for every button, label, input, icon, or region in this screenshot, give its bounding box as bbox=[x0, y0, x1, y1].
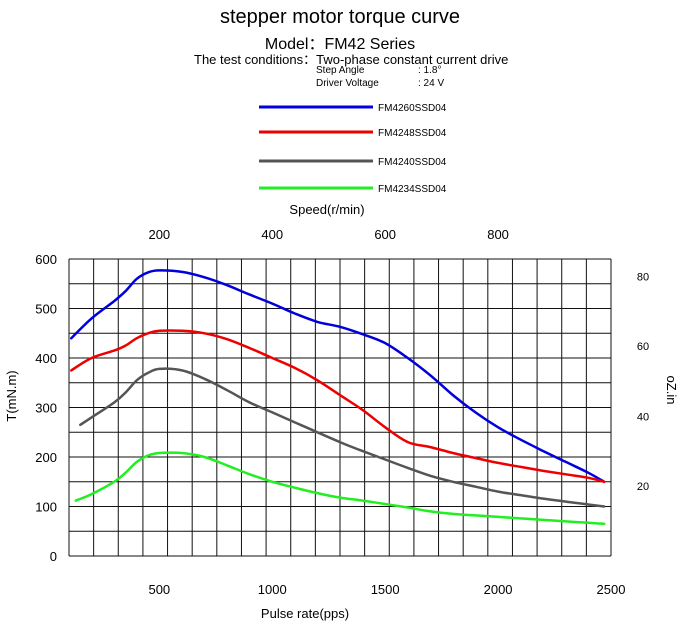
legend-label: FM4260SSD04 bbox=[378, 103, 447, 114]
y-tick-label: 400 bbox=[35, 351, 57, 366]
x-tick-label: 1000 bbox=[258, 582, 287, 597]
x-tick-label: 500 bbox=[148, 582, 170, 597]
series-line-fm4260ssd04 bbox=[70, 269, 606, 484]
y-tick-label: 200 bbox=[35, 450, 57, 465]
step-angle-value: : 1.8° bbox=[418, 65, 442, 76]
top-tick-label: 600 bbox=[374, 227, 396, 242]
x-axis-title: Pulse rate(pps) bbox=[261, 606, 349, 621]
step-angle-label: Step Angle bbox=[316, 65, 365, 76]
right-tick-label: 60 bbox=[637, 341, 649, 353]
test-conditions: The test conditions：Two-phase constant c… bbox=[194, 52, 509, 67]
y-tick-label: 500 bbox=[35, 302, 57, 317]
right-tick-label: 80 bbox=[637, 271, 649, 283]
driver-voltage-value: : 24 V bbox=[418, 78, 445, 89]
y-tick-label: 0 bbox=[50, 549, 57, 564]
right-tick-label: 40 bbox=[637, 411, 649, 423]
legend-label: FM4234SSD04 bbox=[378, 184, 447, 195]
x-tick-label: 2500 bbox=[597, 582, 626, 597]
series-line-fm4248ssd04 bbox=[70, 329, 606, 484]
top-tick-label: 400 bbox=[261, 227, 283, 242]
y-tick-label: 100 bbox=[35, 500, 57, 515]
chart-grid bbox=[68, 258, 612, 557]
model-label: Model：FM42 Series bbox=[264, 36, 416, 53]
top-tick-label: 200 bbox=[148, 227, 170, 242]
series-line-fm4240ssd04 bbox=[79, 367, 606, 508]
right-axis-title: oZ.in bbox=[664, 376, 679, 405]
legend-label: FM4240SSD04 bbox=[378, 157, 447, 168]
x-tick-label: 1500 bbox=[371, 582, 400, 597]
x-tick-label: 2000 bbox=[484, 582, 513, 597]
top-tick-label: 800 bbox=[487, 227, 509, 242]
legend-label: FM4248SSD04 bbox=[378, 128, 447, 139]
series-line-fm4234ssd04 bbox=[74, 451, 606, 526]
series-layer bbox=[70, 269, 606, 526]
chart-title: stepper motor torque curve bbox=[219, 6, 461, 28]
y-axis-title: T(mN.m) bbox=[4, 370, 19, 421]
driver-voltage-label: Driver Voltage bbox=[316, 78, 379, 89]
top-axis-title: Speed(r/min) bbox=[289, 202, 364, 217]
legend: FM4260SSD04 FM4248SSD04 FM4240SSD04 FM4234S… bbox=[259, 103, 447, 195]
y-tick-label: 300 bbox=[35, 401, 57, 416]
y-tick-label: 600 bbox=[35, 252, 57, 267]
right-tick-label: 20 bbox=[637, 481, 649, 493]
axes-layer: 0 100 200 300 400 500 600 500 1000 1500 2000 2500 20… bbox=[4, 202, 679, 621]
